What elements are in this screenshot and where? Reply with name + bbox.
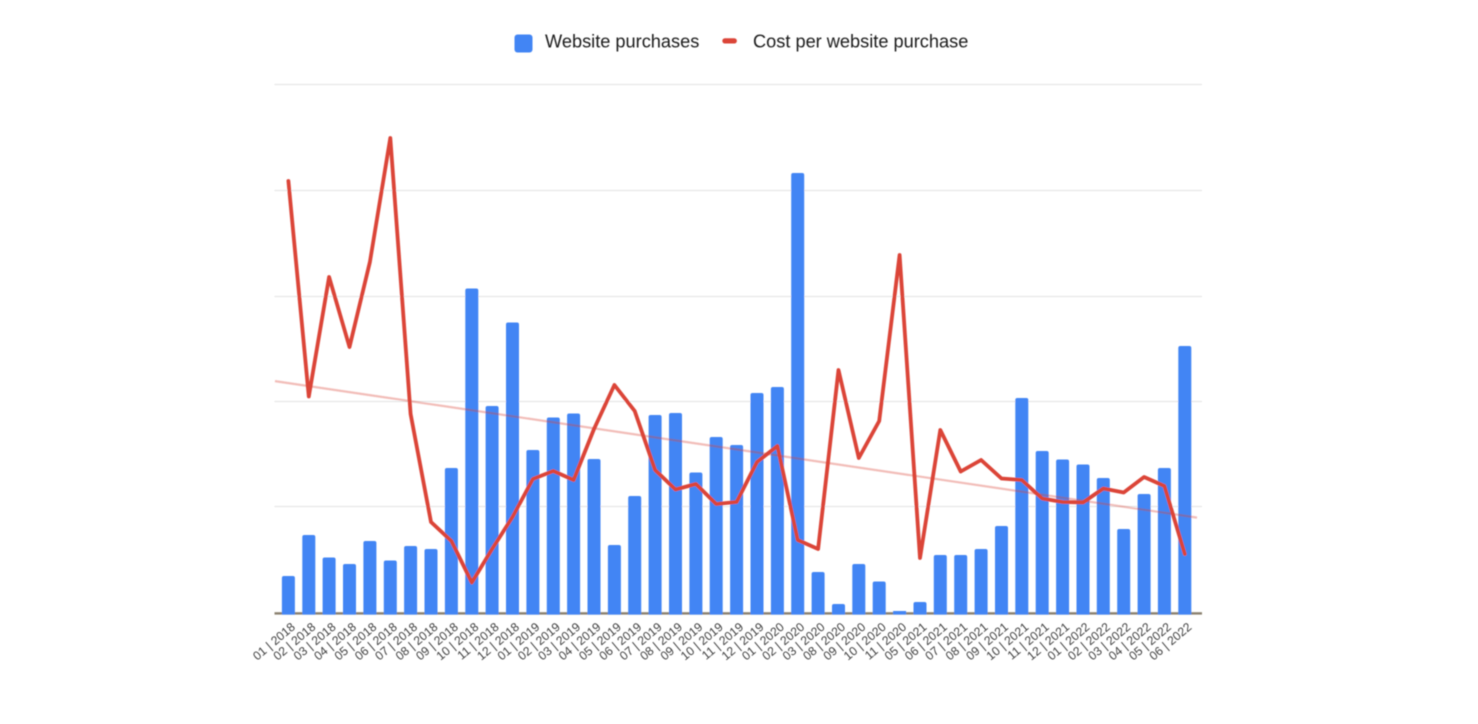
svg-text:Cost per website purchase: Cost per website purchase <box>753 32 968 52</box>
svg-text:Website purchases: Website purchases <box>545 32 699 52</box>
